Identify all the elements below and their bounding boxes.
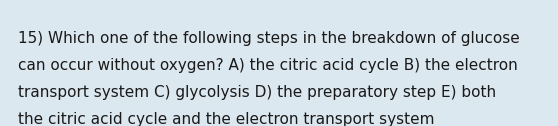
Text: 15) Which one of the following steps in the breakdown of glucose: 15) Which one of the following steps in … <box>18 31 520 46</box>
Text: transport system C) glycolysis D) the preparatory step E) both: transport system C) glycolysis D) the pr… <box>18 85 496 100</box>
Text: the citric acid cycle and the electron transport system: the citric acid cycle and the electron t… <box>18 112 435 126</box>
Text: can occur without oxygen? A) the citric acid cycle B) the electron: can occur without oxygen? A) the citric … <box>18 58 518 73</box>
